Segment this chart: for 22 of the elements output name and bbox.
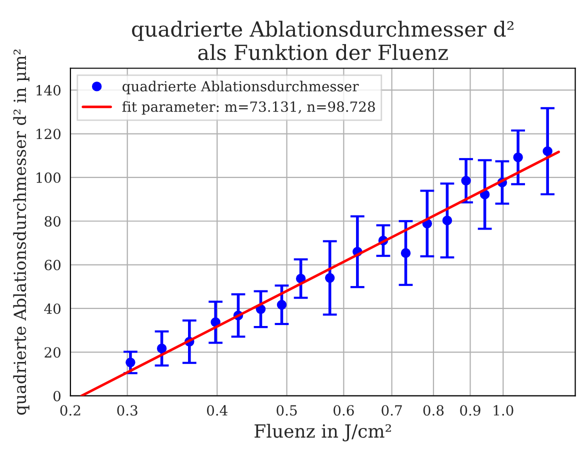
y-tick-label: 100	[36, 172, 60, 183]
y-tick-label: 20	[44, 347, 60, 358]
y-tick-label: 80	[44, 216, 60, 227]
y-tick-label: 40	[44, 303, 60, 314]
x-tick-label: 0.7	[382, 405, 402, 416]
x-tick-label: 0.6	[334, 405, 354, 416]
x-tick-label: 0.3	[117, 405, 138, 416]
y-tick-label: 60	[44, 260, 60, 270]
chart-title: quadrierte Ablationsdurchmesser d² als Funktion der Fluenz	[132, 20, 514, 60]
x-tick-label: 0.8	[423, 405, 444, 416]
legend-label: fit parameter: m=73.131, n=98.728	[122, 101, 375, 115]
x-tick-label: 0.5	[276, 405, 297, 416]
x-tick-label: 0.9	[460, 405, 480, 416]
x-tick-label: 1.0	[494, 405, 514, 416]
y-tick-label: 120	[36, 128, 60, 140]
x-tick-label: 0.4	[207, 405, 228, 416]
legend-label: quadrierte Ablationsdurchmesser	[122, 80, 359, 94]
x-tick-label: 0.2	[60, 405, 80, 416]
y-tick-label: 0	[53, 390, 60, 402]
y-tick-label: 140	[36, 85, 60, 96]
x-axis-title: Fluenz in J/cm²	[254, 424, 391, 442]
y-axis-title: quadrierte Ablationsdurchmesser d² in µm²	[13, 50, 30, 415]
